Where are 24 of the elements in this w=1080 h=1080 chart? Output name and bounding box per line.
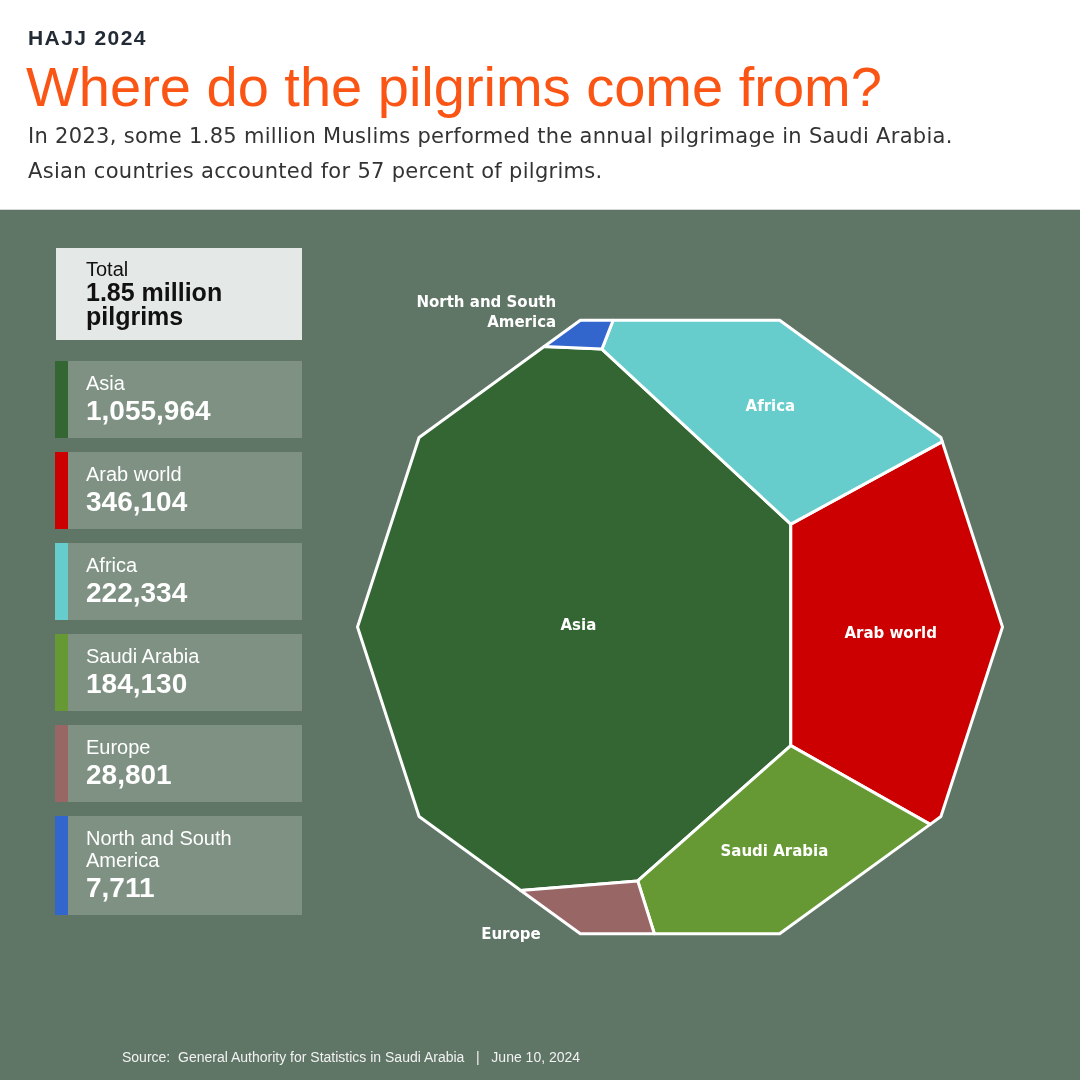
category-label: Europe <box>481 924 541 943</box>
category-label: Asia <box>560 616 597 635</box>
category-label: Africa <box>745 396 796 415</box>
source-note: Source: General Authority for Statistics in Saudi Arabia | June 10, 2024 <box>122 1048 581 1066</box>
category-label: Europe <box>86 736 152 758</box>
category-label: Asia <box>86 372 126 394</box>
category-label: Saudi Arabia <box>86 645 201 667</box>
text: In 2023, some 1.85 million Muslims performed the annual pilgrimage in Saudi Arabia. Asian countries accounted for 57 percent of pilgrims. <box>28 123 954 185</box>
category-label: Saudi Arabia <box>720 841 829 860</box>
data-label: 346,104 <box>86 485 189 519</box>
category-label: North and South America <box>86 827 233 871</box>
data-label: 222,334 <box>86 576 189 610</box>
text: 1.85 million pilgrims <box>86 278 224 330</box>
data-label: 184,130 <box>86 667 189 701</box>
data-label: 28,801 <box>86 758 173 792</box>
category-label: Arab world <box>86 463 183 485</box>
text: Total <box>86 258 130 280</box>
category-label: Africa <box>86 554 139 576</box>
category-label: Arab world <box>844 623 937 642</box>
data-label: 1,055,964 <box>86 394 212 428</box>
text: HAJJ 2024 <box>28 25 147 51</box>
data-label: 7,711 <box>86 871 156 905</box>
text: Where do the pilgrims come from? <box>26 55 882 119</box>
category-label: North and South America <box>416 293 557 332</box>
